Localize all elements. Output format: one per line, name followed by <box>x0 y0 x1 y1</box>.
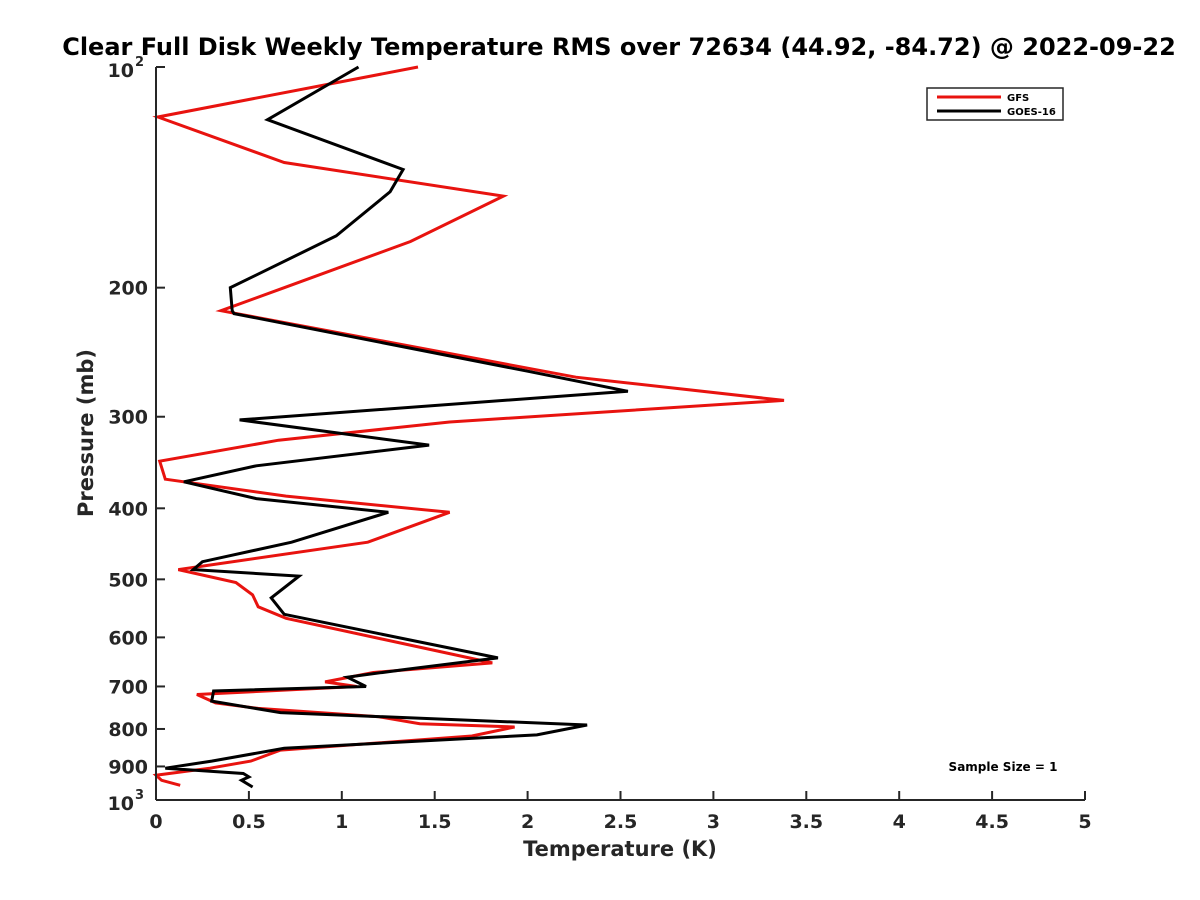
y-tick-label: 900 <box>108 756 148 778</box>
x-tick-label: 4.5 <box>975 811 1009 833</box>
x-tick-label: 3 <box>707 811 720 833</box>
y-tick-label: 10 <box>108 60 134 82</box>
series-line-goes-16 <box>165 65 629 789</box>
legend-box <box>926 87 1064 121</box>
series-line-gfs <box>152 65 785 787</box>
y-tick-label: 200 <box>108 278 148 300</box>
x-tick-label: 0 <box>149 811 162 833</box>
x-axis-label: Temperature (K) <box>523 837 717 861</box>
sample-size-annotation: Sample Size = 1 <box>949 760 1058 774</box>
y-tick-label: 400 <box>108 498 148 520</box>
x-tick-label: 3.5 <box>789 811 823 833</box>
x-tick-label: 4 <box>893 811 906 833</box>
x-tick-label: 1 <box>335 811 348 833</box>
y-tick-label: 10 <box>108 793 134 815</box>
x-axis-ticks: 0 0.5 1 1.5 2 2.5 3 3.5 4 4.5 5 <box>149 791 1092 833</box>
x-tick-label: 1.5 <box>418 811 452 833</box>
x-tick-label: 0.5 <box>232 811 266 833</box>
y-tick-label: 500 <box>108 569 148 591</box>
y-axis-label: Pressure (mb) <box>74 349 98 517</box>
legend: GFS GOES-16 <box>926 87 1064 121</box>
legend-entry: GOES-16 <box>1007 107 1056 118</box>
y-tick-label: 800 <box>108 719 148 741</box>
y-tick-exponent: 2 <box>135 55 144 70</box>
x-tick-label: 2 <box>521 811 534 833</box>
legend-entry: GFS <box>1007 93 1029 104</box>
y-tick-exponent: 3 <box>135 788 144 803</box>
x-tick-label: 5 <box>1078 811 1091 833</box>
x-tick-label: 2.5 <box>604 811 638 833</box>
chart-title: Clear Full Disk Weekly Temperature RMS o… <box>62 33 1176 61</box>
plot-area <box>152 65 785 789</box>
y-tick-label: 600 <box>108 627 148 649</box>
y-tick-label: 700 <box>108 676 148 698</box>
y-tick-label: 300 <box>108 407 148 429</box>
